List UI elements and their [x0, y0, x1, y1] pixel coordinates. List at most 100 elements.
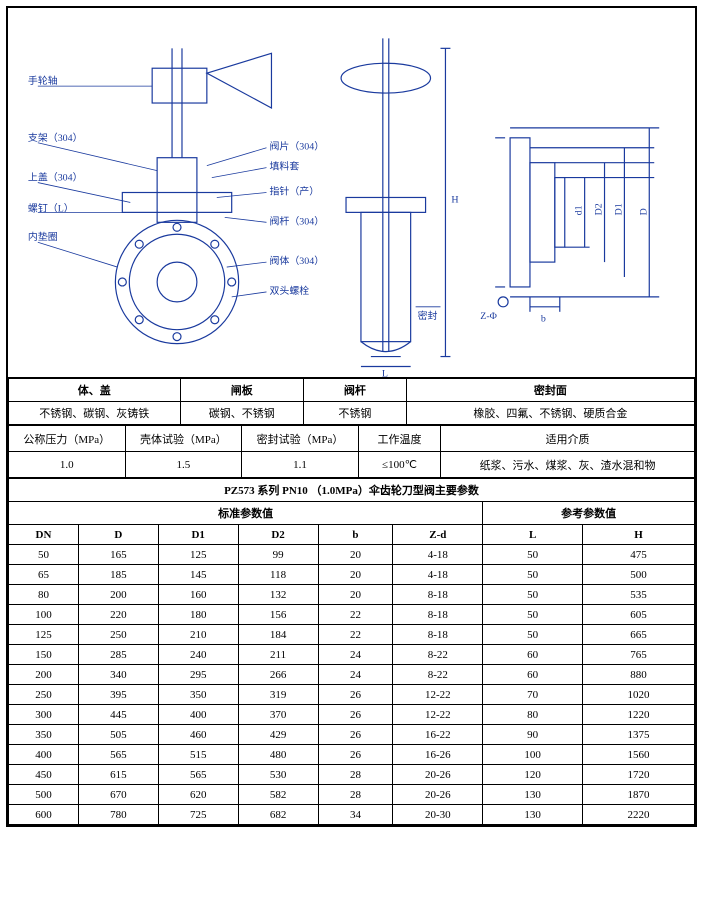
cell: 582: [238, 785, 318, 805]
val-sealtest: 1.1: [242, 452, 359, 478]
conditions-table: 公称压力（MPa） 壳体试验（MPa） 密封试验（MPa） 工作温度 适用介质 …: [8, 425, 695, 478]
label-handwheel: 手轮轴: [28, 74, 58, 87]
cell: 20-30: [393, 805, 483, 825]
cell: 1870: [583, 785, 695, 805]
cell: 80: [483, 705, 583, 725]
cell: 765: [583, 645, 695, 665]
cell: 445: [78, 705, 158, 725]
hdr-sealtest: 密封试验（MPa）: [242, 426, 359, 452]
cell: 60: [483, 665, 583, 685]
cell: 16-26: [393, 745, 483, 765]
cell: 340: [78, 665, 158, 685]
cell: 475: [583, 545, 695, 565]
label-indicator: 指针（产）: [269, 184, 319, 197]
cell: 50: [483, 585, 583, 605]
cell: 210: [158, 625, 238, 645]
label-screw: 螺钉（L）: [28, 202, 74, 214]
cell: 1560: [583, 745, 695, 765]
valve-drawings: 手轮轴 支架（304） 上盖（304） 螺钉（L） 内垫圈: [8, 8, 695, 377]
cell: 350: [9, 725, 79, 745]
cell: 165: [78, 545, 158, 565]
table-row: 3004454003702612-22801220: [9, 705, 695, 725]
cell: 50: [483, 605, 583, 625]
dim-dcap: D: [638, 208, 649, 215]
cell: 22: [318, 625, 393, 645]
cell: 99: [238, 545, 318, 565]
cell: 400: [158, 705, 238, 725]
cell: 60: [483, 645, 583, 665]
cell: 26: [318, 705, 393, 725]
cell: 250: [9, 685, 79, 705]
cell: 65: [9, 565, 79, 585]
dim-d2: D2: [594, 203, 605, 215]
cell: 132: [238, 585, 318, 605]
table-row: 5006706205822820-261301870: [9, 785, 695, 805]
cell: 500: [9, 785, 79, 805]
val-stem: 不锈钢: [303, 402, 406, 425]
cell: 100: [9, 605, 79, 625]
cell: 350: [158, 685, 238, 705]
cell: 370: [238, 705, 318, 725]
cell: 4-18: [393, 545, 483, 565]
cell: 240: [158, 645, 238, 665]
cell: 670: [78, 785, 158, 805]
cell: 130: [483, 805, 583, 825]
col-H: H: [583, 525, 695, 545]
cell: 565: [158, 765, 238, 785]
hdr-media: 适用介质: [441, 426, 695, 452]
cell: 180: [158, 605, 238, 625]
hdr-shell: 壳体试验（MPa）: [125, 426, 242, 452]
cell: 665: [583, 625, 695, 645]
cell: 150: [9, 645, 79, 665]
val-shell: 1.5: [125, 452, 242, 478]
dim-z: Z-Φ: [480, 311, 497, 322]
val-media: 纸浆、污水、煤浆、灰、渣水混和物: [441, 452, 695, 478]
col-Z-d: Z-d: [393, 525, 483, 545]
materials-table: 体、盖 闸板 阀杆 密封面 不锈钢、碳钢、灰铸铁 碳钢、不锈钢 不锈钢 橡胶、四…: [8, 378, 695, 425]
cell: 20: [318, 565, 393, 585]
cell: 300: [9, 705, 79, 725]
cell: 460: [158, 725, 238, 745]
valve-view-left: 手轮轴 支架（304） 上盖（304） 螺钉（L） 内垫圈: [28, 48, 324, 343]
cell: 200: [9, 665, 79, 685]
col-D: D: [78, 525, 158, 545]
cell: 125: [158, 545, 238, 565]
cell: 28: [318, 785, 393, 805]
label-bracket: 支架（304）: [28, 132, 83, 144]
label-gasket: 内垫圈: [28, 230, 58, 243]
cell: 80: [9, 585, 79, 605]
cell: 50: [483, 565, 583, 585]
cell: 500: [583, 565, 695, 585]
cell: 8-18: [393, 605, 483, 625]
cell: 100: [483, 745, 583, 765]
cell: 266: [238, 665, 318, 685]
valve-view-section: H L 密封: [341, 38, 459, 377]
hdr-gate: 闸板: [180, 379, 303, 402]
table-row: 80200160132208-1850535: [9, 585, 695, 605]
cell: 20: [318, 545, 393, 565]
cell: 26: [318, 745, 393, 765]
dim-d1cap: D1: [613, 203, 624, 215]
val-temp: ≤100℃: [358, 452, 440, 478]
col-D2: D2: [238, 525, 318, 545]
cell: 1220: [583, 705, 695, 725]
cell: 26: [318, 725, 393, 745]
dim-b: b: [541, 314, 546, 325]
label-packing: 填料套: [269, 160, 299, 173]
cell: 8-18: [393, 625, 483, 645]
table-row: 150285240211248-2260765: [9, 645, 695, 665]
col-DN: DN: [9, 525, 79, 545]
cell: 20: [318, 585, 393, 605]
cell: 4-18: [393, 565, 483, 585]
cell: 50: [9, 545, 79, 565]
cell: 319: [238, 685, 318, 705]
label-bolt: 双头螺栓: [269, 284, 309, 297]
cell: 70: [483, 685, 583, 705]
cell: 220: [78, 605, 158, 625]
cell: 12-22: [393, 705, 483, 725]
table-row: 5016512599204-1850475: [9, 545, 695, 565]
cell: 8-22: [393, 665, 483, 685]
dim-l: L: [382, 368, 388, 377]
cell: 24: [318, 665, 393, 685]
cell: 185: [78, 565, 158, 585]
